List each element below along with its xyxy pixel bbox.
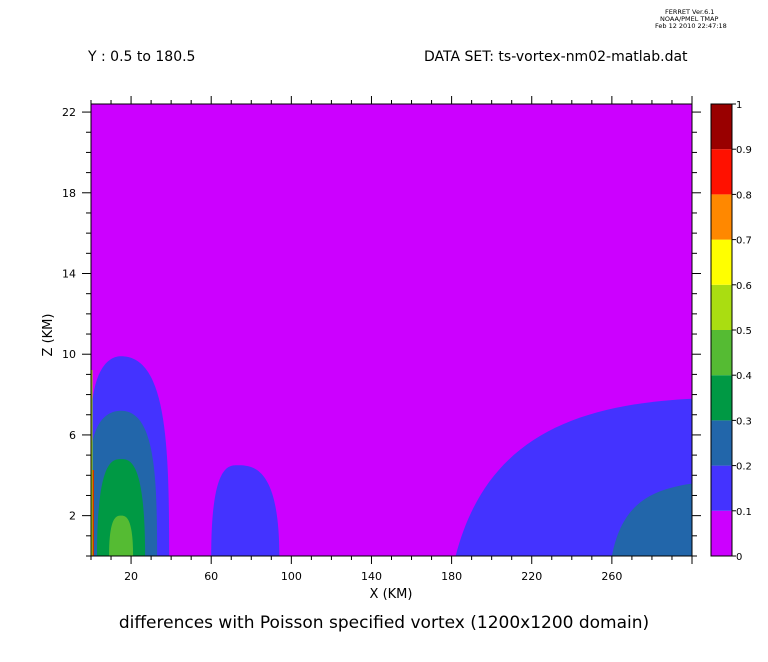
y-tick-label: 14 xyxy=(62,268,76,281)
y-range-label: Y : 0.5 to 180.5 xyxy=(87,49,195,65)
colorbar-swatch xyxy=(711,284,732,330)
contour-region-right-region-0.2 xyxy=(611,483,692,556)
colorbar-swatch xyxy=(711,194,732,240)
y-tick-label: 6 xyxy=(69,429,76,442)
left-edge-streak-yellow xyxy=(91,370,93,556)
colorbar-swatch xyxy=(711,375,732,421)
colorbar-label: 0 xyxy=(736,552,742,563)
colorbar-label: 0.3 xyxy=(736,416,752,427)
x-tick-label: 140 xyxy=(361,570,382,583)
chart-title: differences with Poisson specified vorte… xyxy=(119,613,649,633)
colorbar-swatch xyxy=(711,510,732,556)
contour-region-left-vortex-0.3 xyxy=(97,459,146,556)
x-tick-label: 100 xyxy=(281,570,302,583)
plot-area xyxy=(91,104,692,556)
y-axis: 2 6 10 14 18 22 xyxy=(62,106,701,557)
x-tick-label: 180 xyxy=(441,570,462,583)
y-axis-title: Z (KM) xyxy=(41,314,56,357)
ferret-version: FERRET Ver.6.1 xyxy=(665,8,714,16)
colorbar-swatch xyxy=(711,420,732,466)
y-tick-label: 2 xyxy=(69,510,76,523)
colorbar-label: 0.2 xyxy=(736,462,752,473)
x-tick-label: 20 xyxy=(124,570,138,583)
ferret-org: NOAA/PMEL TMAP xyxy=(660,15,718,23)
x-tick-label: 220 xyxy=(521,570,542,583)
colorbar-swatch xyxy=(711,465,732,511)
y-tick-label: 22 xyxy=(62,106,76,119)
colorbar-label: 0.9 xyxy=(736,145,752,156)
contour-region-middle-lobe-0.1 xyxy=(211,465,280,556)
colorbar-label: 0.4 xyxy=(736,371,752,382)
dataset-label: DATA SET: ts-vortex-nm02-matlab.dat xyxy=(424,49,688,65)
contour-region-left-vortex-0.4 xyxy=(109,515,134,556)
x-tick-label: 60 xyxy=(204,570,218,583)
colorbar-label: 0.5 xyxy=(736,326,752,337)
colorbar-swatch xyxy=(711,330,732,376)
colorbar-label: 0.6 xyxy=(736,281,752,292)
colorbar-label: 1 xyxy=(736,100,742,111)
y-tick-label: 18 xyxy=(62,187,76,200)
colorbar: 0 0.1 0.2 0.3 0.4 0.5 0.6 0.7 0.8 0.9 1 xyxy=(710,100,752,563)
x-tick-label: 260 xyxy=(601,570,622,583)
ferret-timestamp: Feb 12 2010 22:47:18 xyxy=(655,22,727,30)
colorbar-swatch xyxy=(711,149,732,195)
left-edge-streak-red xyxy=(92,470,94,556)
y-tick-label: 10 xyxy=(62,348,76,361)
x-axis-title: X (KM) xyxy=(370,587,413,602)
colorbar-swatch xyxy=(711,239,732,285)
colorbar-swatch xyxy=(711,104,732,150)
colorbar-label: 0.8 xyxy=(736,190,752,201)
colorbar-label: 0.1 xyxy=(736,507,752,518)
colorbar-label: 0.7 xyxy=(736,236,752,247)
x-axis: 20 60 100 140 180 220 260 xyxy=(90,96,693,583)
